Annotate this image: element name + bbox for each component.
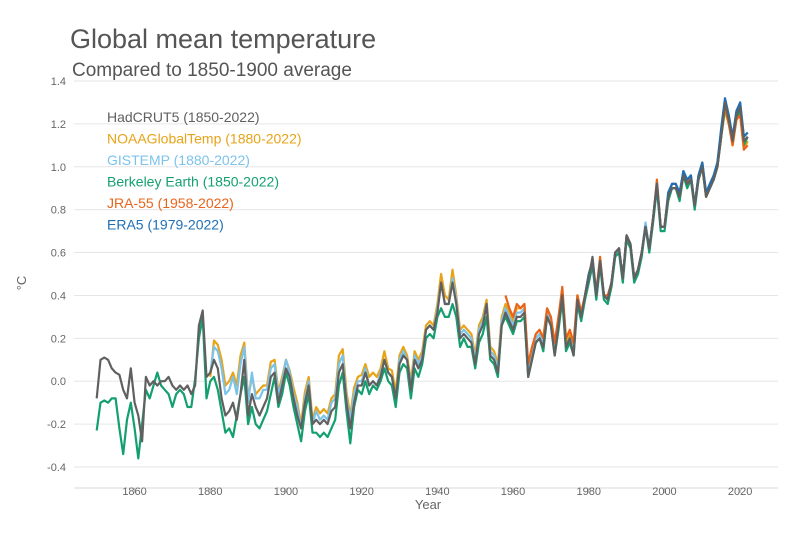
legend-item: HadCRUT5 (1850-2022) bbox=[107, 109, 260, 125]
legend-item: JRA-55 (1958-2022) bbox=[107, 195, 234, 211]
x-tick-label: 1900 bbox=[274, 486, 298, 498]
chart-subtitle: Compared to 1850-1900 average bbox=[72, 60, 352, 81]
x-tick-label: 1880 bbox=[198, 486, 222, 498]
y-tick-label: 1.0 bbox=[51, 162, 66, 174]
x-tick-label: 1960 bbox=[501, 486, 525, 498]
series-lines bbox=[95, 97, 749, 460]
x-tick-label: 1920 bbox=[349, 486, 373, 498]
legend-item: GISTEMP (1880-2022) bbox=[107, 152, 250, 168]
legend-item: ERA5 (1979-2022) bbox=[107, 217, 224, 233]
x-axis-ticks: 1860 1880 1900 1920 1940 1960 1980 2000 2020 bbox=[122, 486, 752, 498]
y-axis-ticks: -0.4 -0.2 0.0 0.2 0.4 0.6 0.8 1.0 1.2 1.4 bbox=[47, 76, 66, 474]
legend: HadCRUT5 (1850-2022) NOAAGlobalTemp (1880… bbox=[107, 109, 302, 233]
y-tick-label: 0.0 bbox=[51, 376, 66, 388]
y-tick-label: 0.4 bbox=[51, 290, 66, 302]
x-tick-label: 1940 bbox=[425, 486, 449, 498]
y-tick-label: 0.2 bbox=[51, 333, 66, 345]
legend-item: Berkeley Earth (1850-2022) bbox=[107, 174, 279, 190]
y-tick-label: 0.8 bbox=[51, 205, 66, 217]
x-tick-label: 1860 bbox=[122, 486, 146, 498]
y-tick-label: 0.6 bbox=[51, 248, 66, 260]
legend-item: NOAAGlobalTemp (1880-2022) bbox=[107, 131, 302, 147]
grid-lines bbox=[74, 80, 778, 489]
chart-title: Global mean temperature bbox=[70, 24, 377, 54]
x-tick-label: 1980 bbox=[577, 486, 601, 498]
x-tick-label: 2000 bbox=[652, 486, 676, 498]
y-tick-label: 1.2 bbox=[51, 119, 66, 131]
series-line-hadcrut5 bbox=[95, 101, 749, 443]
y-tick-label: 1.4 bbox=[51, 76, 66, 88]
y-tick-label: -0.4 bbox=[47, 462, 66, 474]
x-axis-label: Year bbox=[415, 497, 442, 512]
y-tick-label: -0.2 bbox=[47, 419, 66, 431]
x-tick-label: 2020 bbox=[728, 486, 752, 498]
y-axis-label: °C bbox=[14, 276, 29, 291]
